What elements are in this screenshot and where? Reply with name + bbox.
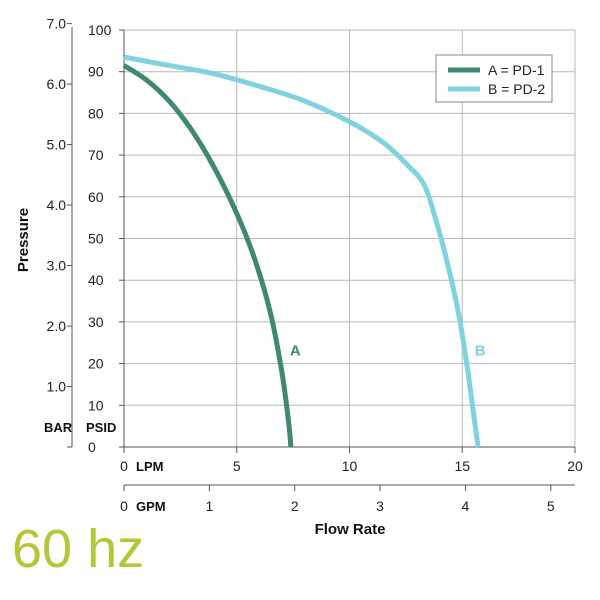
- lpm-tick-label: 15: [454, 458, 470, 474]
- psid-unit-label: PSID: [86, 420, 116, 435]
- bar-tick-label: 1.0: [47, 379, 67, 395]
- psid-axis-ticks: 0 10 20 30 40 50 60 70 80 90 100: [88, 22, 124, 455]
- legend: A = PD-1 B = PD-2: [435, 54, 553, 103]
- bar-tick-label: 5.0: [47, 137, 67, 153]
- gpm-tick-label: 0: [120, 498, 128, 514]
- bar-tick-label: 3.0: [47, 258, 67, 274]
- gpm-axis-ticks: 0 1 2 3 4 5: [120, 485, 555, 514]
- gpm-tick-label: 1: [205, 498, 213, 514]
- psid-tick-label: 90: [88, 64, 104, 80]
- gpm-tick-label: 3: [376, 498, 384, 514]
- lpm-axis-ticks: 0 5 10 15 20: [120, 447, 583, 474]
- psid-tick-label: 100: [88, 22, 112, 38]
- bar-tick-label: 6.0: [47, 76, 67, 92]
- gpm-tick-label: 5: [547, 498, 555, 514]
- bar-tick-label: 7.0: [47, 16, 67, 32]
- y-axis-title: Pressure: [15, 208, 32, 272]
- psid-tick-label: 30: [88, 314, 104, 330]
- legend-label-b: B = PD-2: [488, 81, 545, 97]
- x-axis-title: Flow Rate: [315, 521, 386, 538]
- psid-tick-label: 50: [88, 231, 104, 247]
- gpm-unit-label: GPM: [136, 499, 166, 514]
- gpm-tick-label: 4: [462, 498, 470, 514]
- curve-label-a: A: [290, 342, 301, 359]
- bar-tick-label: 4.0: [47, 197, 67, 213]
- lpm-unit-label: LPM: [136, 459, 163, 474]
- psid-tick-label: 10: [88, 397, 104, 413]
- gpm-tick-label: 2: [291, 498, 299, 514]
- lpm-tick-label: 5: [233, 458, 241, 474]
- legend-label-a: A = PD-1: [488, 62, 545, 78]
- frequency-label: 60 hz: [12, 519, 145, 579]
- curve-b: [123, 54, 481, 448]
- psid-tick-label: 20: [88, 356, 104, 372]
- lpm-tick-label: 20: [567, 458, 583, 474]
- lpm-tick-label: 10: [342, 458, 358, 474]
- psid-tick-label: 60: [88, 189, 104, 205]
- psid-tick-label: 40: [88, 272, 104, 288]
- bar-tick-label: 2.0: [47, 318, 67, 334]
- bar-unit-label: BAR: [44, 420, 73, 435]
- curve-a: [122, 63, 294, 448]
- psid-tick-label: 0: [88, 439, 96, 455]
- legend-box: [435, 54, 553, 103]
- curve-label-b: B: [475, 342, 486, 359]
- lpm-tick-label: 0: [120, 458, 128, 474]
- psid-tick-label: 70: [88, 147, 104, 163]
- psid-tick-label: 80: [88, 105, 104, 121]
- bar-axis-ticks: 1.0 2.0 3.0 4.0 5.0 6.0 7.0: [47, 16, 72, 448]
